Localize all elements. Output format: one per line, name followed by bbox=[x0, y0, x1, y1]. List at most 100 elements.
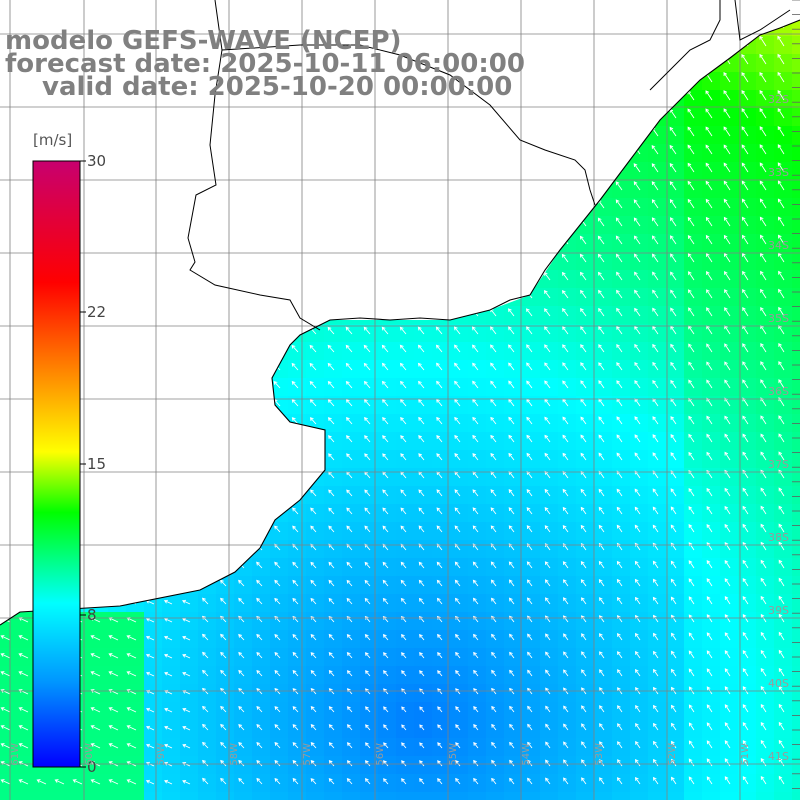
wind-arrow bbox=[110, 2, 118, 10]
wind-arrow bbox=[419, 724, 425, 731]
wind-cell bbox=[108, 324, 127, 343]
wind-arrow bbox=[455, 724, 461, 731]
wind-cell bbox=[0, 594, 19, 613]
wind-arrow bbox=[201, 525, 209, 533]
wind-cell bbox=[558, 162, 577, 181]
wind-arrow bbox=[328, 561, 335, 569]
wind-cell bbox=[792, 72, 800, 91]
wind-arrow bbox=[778, 649, 785, 659]
wind-cell bbox=[612, 108, 631, 127]
wind-cell bbox=[180, 252, 199, 271]
wind-arrow bbox=[346, 561, 353, 569]
wind-arrow bbox=[363, 344, 371, 353]
wind-cell bbox=[396, 198, 415, 217]
wind-arrow bbox=[400, 489, 407, 497]
wind-arrow bbox=[20, 344, 29, 353]
wind-cell bbox=[36, 792, 55, 800]
wind-arrow bbox=[0, 671, 11, 677]
wind-cell bbox=[288, 216, 307, 235]
wind-arrow bbox=[346, 489, 353, 497]
wind-arrow bbox=[634, 506, 641, 515]
wind-arrow bbox=[254, 164, 263, 173]
wind-cell bbox=[414, 288, 433, 307]
wind-cell bbox=[396, 792, 415, 800]
wind-arrow bbox=[201, 362, 209, 371]
wind-arrow bbox=[236, 127, 245, 137]
wind-cell bbox=[252, 234, 271, 253]
wind-arrow bbox=[454, 416, 461, 425]
wind-arrow bbox=[760, 306, 767, 317]
wind-arrow bbox=[20, 308, 29, 317]
wind-arrow bbox=[182, 671, 191, 677]
wind-arrow bbox=[508, 507, 515, 515]
wind-cell bbox=[558, 216, 577, 235]
wind-arrow bbox=[328, 597, 335, 605]
wind-cell bbox=[252, 126, 271, 145]
wind-arrow bbox=[742, 631, 749, 641]
wind-arrow bbox=[310, 652, 317, 659]
colorbar-fill bbox=[33, 161, 80, 767]
wind-arrow bbox=[471, 236, 479, 245]
wind-arrow bbox=[200, 127, 209, 137]
wind-cell bbox=[72, 792, 91, 800]
wind-cell bbox=[234, 540, 253, 559]
wind-cell bbox=[378, 0, 397, 19]
wind-cell bbox=[396, 144, 415, 163]
wind-cell bbox=[792, 54, 800, 73]
wind-cell bbox=[756, 0, 775, 19]
wind-arrow bbox=[455, 633, 461, 641]
wind-arrow bbox=[328, 633, 335, 641]
wind-cell bbox=[576, 144, 595, 163]
wind-arrow bbox=[363, 181, 371, 191]
wind-arrow bbox=[237, 2, 244, 10]
lon-label-60w: 60W bbox=[84, 743, 95, 766]
wind-arrow bbox=[705, 20, 713, 29]
wind-arrow bbox=[724, 596, 731, 605]
wind-cell bbox=[486, 180, 505, 199]
wind-arrow bbox=[128, 254, 137, 263]
wind-cell bbox=[0, 270, 19, 289]
wind-cell bbox=[792, 774, 800, 793]
wind-cell bbox=[306, 270, 325, 289]
wind-cell bbox=[342, 216, 361, 235]
wind-arrow bbox=[543, 72, 551, 83]
lat-label-37s: 37S bbox=[768, 458, 789, 471]
wind-arrow bbox=[778, 306, 785, 317]
wind-cell bbox=[270, 432, 289, 451]
wind-arrow bbox=[669, 199, 677, 209]
wind-arrow bbox=[580, 524, 587, 533]
wind-arrow bbox=[507, 217, 515, 227]
wind-cell bbox=[180, 432, 199, 451]
wind-arrow bbox=[759, 53, 767, 65]
wind-cell bbox=[396, 216, 415, 235]
wind-arrow bbox=[218, 200, 227, 209]
wind-arrow bbox=[326, 127, 335, 137]
wind-arrow bbox=[579, 36, 587, 47]
wind-arrow bbox=[363, 308, 371, 317]
wind-arrow bbox=[309, 218, 317, 227]
wind-arrow bbox=[652, 361, 659, 371]
wind-arrow bbox=[579, 199, 587, 209]
wind-arrow bbox=[563, 669, 569, 677]
wind-arrow bbox=[308, 109, 317, 119]
wind-cell bbox=[306, 432, 325, 451]
wind-cell bbox=[198, 540, 217, 559]
wind-cell bbox=[252, 288, 271, 307]
wind-arrow bbox=[454, 579, 461, 587]
wind-arrow bbox=[473, 777, 479, 785]
wind-arrow bbox=[437, 706, 443, 713]
wind-arrow bbox=[19, 200, 29, 209]
wind-cell bbox=[144, 342, 163, 361]
wind-cell bbox=[792, 180, 800, 199]
wind-arrow bbox=[345, 344, 353, 353]
wind-arrow bbox=[688, 415, 695, 425]
wind-arrow bbox=[126, 779, 137, 785]
wind-cell bbox=[612, 72, 631, 91]
wind-arrow bbox=[742, 758, 749, 767]
wind-cell bbox=[234, 342, 253, 361]
wind-arrow bbox=[615, 108, 623, 119]
wind-arrow bbox=[472, 362, 479, 371]
wind-arrow bbox=[327, 380, 335, 389]
wind-cell bbox=[414, 144, 433, 163]
wind-cell bbox=[360, 162, 379, 181]
